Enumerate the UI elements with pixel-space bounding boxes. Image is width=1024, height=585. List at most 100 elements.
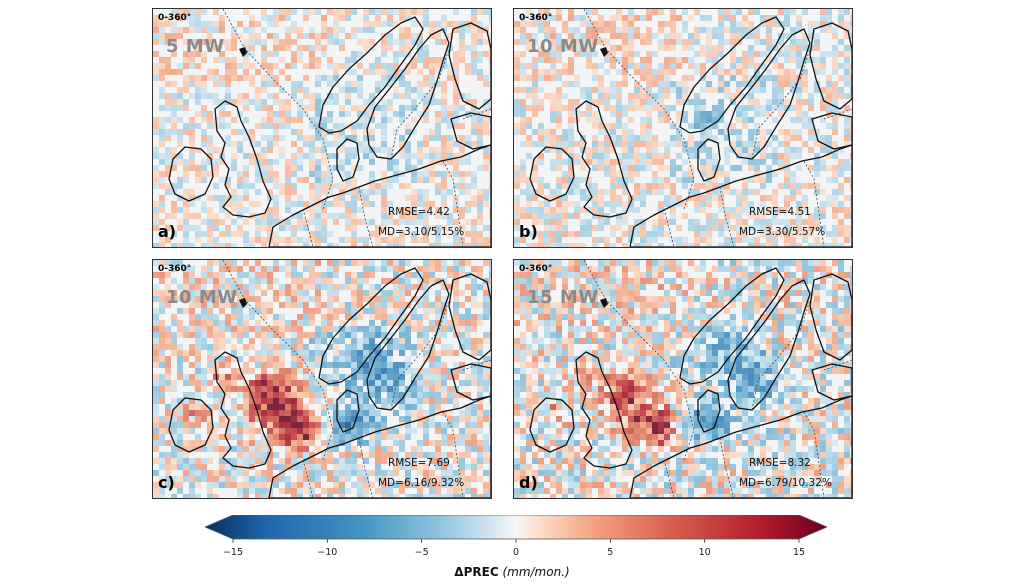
precip-cell [213,422,219,428]
precip-cell [315,260,321,266]
precip-cell [526,278,532,284]
precip-cell [393,464,399,470]
precip-cell [351,177,357,183]
precip-cell [345,470,351,476]
precip-cell [249,272,255,278]
precip-cell [730,129,736,135]
precip-cell [171,290,177,296]
precip-cell [393,296,399,302]
precip-cell [670,105,676,111]
precip-cell [664,81,670,87]
precip-cell [465,422,471,428]
precip-cell [832,27,838,33]
precip-cell [520,27,526,33]
precip-cell [453,111,459,117]
precip-cell [628,135,634,141]
precip-cell [321,464,327,470]
precip-cell [610,63,616,69]
precip-cell [405,165,411,171]
precip-cell [333,368,339,374]
precip-cell [447,344,453,350]
precip-cell [417,141,423,147]
precip-cell [387,344,393,350]
precip-cell [682,57,688,63]
precip-cell [315,362,321,368]
precip-cell [465,135,471,141]
precip-cell [165,326,171,332]
precip-cell [213,326,219,332]
precip-cell [459,416,465,422]
mw-label: 10 MW [527,36,599,57]
precip-cell [808,225,814,231]
precip-cell [832,177,838,183]
precip-cell [267,123,273,129]
precip-cell [544,129,550,135]
precip-cell [658,69,664,75]
precip-cell [700,75,706,81]
precip-cell [682,213,688,219]
precip-cell [423,302,429,308]
precip-cell [195,320,201,326]
precip-cell [321,302,327,308]
precip-cell [562,63,568,69]
precip-cell [177,476,183,482]
precip-cell [526,290,532,296]
precip-cell [369,135,375,141]
precip-cell [285,266,291,272]
precip-cell [207,488,213,494]
precip-cell [387,183,393,189]
precip-cell [562,207,568,213]
precip-cell [435,458,441,464]
precip-cell [658,81,664,87]
precip-cell [610,189,616,195]
precip-cell [423,416,429,422]
precip-cell [471,225,477,231]
precip-cell [682,9,688,15]
precip-cell [171,207,177,213]
precip-cell [754,272,760,278]
precip-cell [285,398,291,404]
precip-cell [225,296,231,302]
precip-cell [574,290,580,296]
precip-cell [640,284,646,290]
precip-cell [183,15,189,21]
precip-cell [189,201,195,207]
precip-cell [453,266,459,272]
precip-cell [189,416,195,422]
precip-cell [357,476,363,482]
precip-cell [610,129,616,135]
precip-cell [225,177,231,183]
precip-cell [381,446,387,452]
precip-cell [471,39,477,45]
precip-cell [465,374,471,380]
precip-cell [489,278,491,284]
precip-cell [321,45,327,51]
precip-cell [526,195,532,201]
precip-cell [514,171,520,177]
precip-cell [321,458,327,464]
precip-cell [243,368,249,374]
precip-cell [435,231,441,237]
precip-cell [405,123,411,129]
precip-cell [453,392,459,398]
precip-cell [381,45,387,51]
precip-cell [315,422,321,428]
precip-cell [514,183,520,189]
precip-cell [688,15,694,21]
precip-cell [652,260,658,266]
precip-cell [171,332,177,338]
precip-cell [345,87,351,93]
precip-cell [291,488,297,494]
precip-cell [381,482,387,488]
precip-cell [231,63,237,69]
precip-cell [814,219,820,225]
precip-cell [285,422,291,428]
precip-cell [520,266,526,272]
precip-cell [339,237,345,243]
precip-cell [333,482,339,488]
precip-cell [429,392,435,398]
precip-cell [796,39,802,45]
precip-cell [303,356,309,362]
precip-cell [225,75,231,81]
precip-cell [375,243,381,247]
